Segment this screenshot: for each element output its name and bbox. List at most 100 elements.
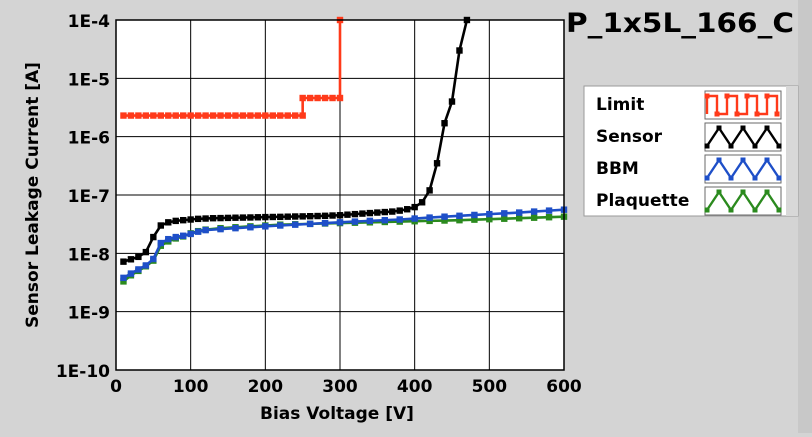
data-point	[180, 112, 187, 119]
data-point	[209, 112, 217, 119]
data-point	[299, 112, 306, 119]
series-layer	[120, 16, 568, 285]
data-point	[150, 233, 157, 241]
y-tick-label: 1E-5	[68, 70, 110, 90]
legend-marker	[764, 157, 770, 163]
data-point	[344, 211, 351, 218]
x-tick-label: 200	[248, 377, 284, 397]
data-point	[404, 206, 411, 213]
y-tick-label: 1E-7	[68, 187, 110, 207]
data-point	[120, 278, 127, 285]
legend-swatch-line	[705, 94, 779, 116]
data-point	[284, 112, 291, 119]
legend-marker	[716, 189, 722, 195]
legend-marker	[774, 111, 780, 117]
legend-item-limit: Limit	[596, 90, 782, 120]
data-point	[501, 210, 508, 217]
legend-marker	[752, 175, 758, 181]
data-point	[180, 232, 187, 239]
legend-swatch	[704, 157, 782, 181]
data-point	[247, 214, 254, 221]
legend-item-bbm: BBM	[596, 154, 782, 184]
legend-marker	[716, 157, 722, 163]
x-tick-label: 400	[397, 377, 433, 397]
data-point	[486, 215, 493, 223]
data-point	[277, 112, 284, 119]
data-point	[217, 225, 224, 233]
legend-label: Plaquette	[596, 191, 689, 211]
data-point	[299, 213, 306, 220]
legend-swatch	[704, 189, 782, 213]
data-point	[157, 112, 164, 119]
data-point	[486, 210, 493, 218]
data-point	[269, 112, 276, 119]
data-point	[336, 219, 344, 226]
legend-marker	[728, 175, 734, 181]
y-tick-labels: 1E-4 1E-5 1E-6 1E-7 1E-8 1E-9 1E-10	[56, 12, 110, 382]
data-point	[329, 94, 336, 102]
data-point	[306, 213, 314, 220]
legend-marker	[740, 125, 746, 131]
data-point	[120, 274, 127, 282]
legend-marker	[728, 207, 734, 213]
data-point	[426, 217, 433, 225]
x-tick-label: 100	[173, 377, 209, 397]
legend-marker	[704, 207, 710, 213]
legend-marker	[776, 175, 782, 181]
right-panel-bevel	[798, 0, 812, 433]
data-point	[277, 213, 284, 221]
legend-marker	[704, 143, 710, 149]
data-point	[217, 112, 224, 119]
x-tick-label: 300	[322, 377, 358, 397]
series-sensor	[120, 16, 471, 265]
data-point	[254, 112, 262, 119]
x-tick-label: 500	[472, 377, 508, 397]
legend-marker	[752, 207, 758, 213]
data-point	[292, 221, 299, 228]
data-point	[381, 216, 388, 224]
data-point	[224, 214, 232, 222]
data-point	[284, 213, 291, 220]
data-point	[247, 112, 254, 119]
data-point	[381, 208, 388, 216]
data-point	[374, 209, 381, 216]
legend-marker	[704, 93, 710, 99]
data-point	[165, 219, 172, 226]
legend: Limit Sensor BBM Plaquette	[583, 85, 799, 217]
data-point	[396, 207, 403, 214]
data-point	[277, 222, 284, 229]
legend-swatch	[704, 93, 780, 117]
data-point	[441, 213, 448, 220]
y-axis-title: Sensor Leakage Current [A]	[23, 62, 43, 328]
data-point	[411, 215, 418, 222]
data-point	[336, 212, 344, 219]
legend-item-sensor: Sensor	[596, 122, 782, 152]
data-point	[269, 213, 276, 221]
data-point	[351, 218, 359, 225]
legend-label: Limit	[596, 95, 644, 115]
data-point	[209, 215, 217, 222]
legend-marker	[716, 125, 722, 131]
data-point	[262, 223, 269, 230]
data-point	[471, 211, 478, 219]
data-point	[321, 212, 329, 219]
data-point	[516, 215, 523, 222]
legend-marker	[714, 111, 720, 117]
legend-marker	[734, 111, 740, 117]
x-tick-label: 600	[546, 377, 582, 397]
legend-marker	[764, 125, 770, 131]
data-point	[202, 215, 209, 222]
data-point	[194, 112, 202, 119]
data-point	[262, 213, 269, 221]
legend-marker	[740, 189, 746, 195]
data-point	[187, 216, 194, 223]
data-point	[471, 216, 478, 223]
data-point	[530, 214, 538, 221]
data-point	[336, 94, 344, 102]
data-point	[456, 216, 463, 224]
data-point	[142, 112, 150, 119]
data-point	[411, 203, 418, 211]
data-point	[187, 230, 194, 238]
data-point	[232, 112, 239, 119]
data-point	[120, 112, 127, 119]
